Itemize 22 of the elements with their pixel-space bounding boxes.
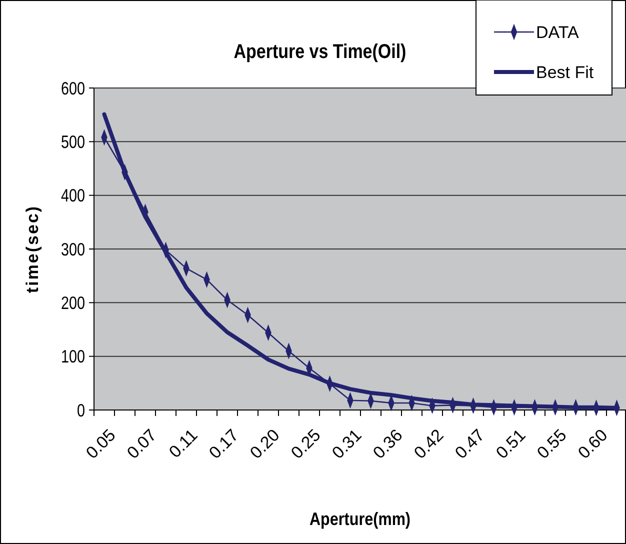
x-tick-label: 0.60 — [574, 426, 612, 462]
x-tick-label: 0.25 — [287, 426, 324, 462]
x-tick-label: 0.31 — [328, 426, 366, 462]
y-axis-title: time(sec) — [23, 204, 42, 294]
y-tick-label: 600 — [60, 78, 85, 99]
y-tick-label: 0 — [76, 400, 85, 421]
x-tick-label: 0.20 — [246, 426, 284, 462]
legend-label: DATA — [536, 22, 580, 42]
x-tick-label: 0.42 — [410, 426, 448, 462]
x-axis-title: Aperture(mm) — [309, 508, 411, 530]
x-tick-label: 0.51 — [492, 426, 530, 462]
x-tick-label: 0.05 — [82, 426, 120, 462]
y-tick-label: 500 — [60, 132, 85, 152]
y-tick-label: 400 — [60, 186, 85, 206]
x-tick-label: 0.36 — [369, 426, 406, 462]
y-tick-label: 200 — [60, 294, 85, 314]
y-tick-label: 100 — [60, 347, 85, 368]
chart-title: Aperture vs Time(Oil) — [234, 40, 406, 62]
y-tick-label: 300 — [60, 240, 85, 260]
x-tick-label: 0.55 — [533, 426, 570, 462]
legend-label: Best Fit — [536, 62, 594, 82]
x-tick-label: 0.11 — [165, 426, 202, 462]
